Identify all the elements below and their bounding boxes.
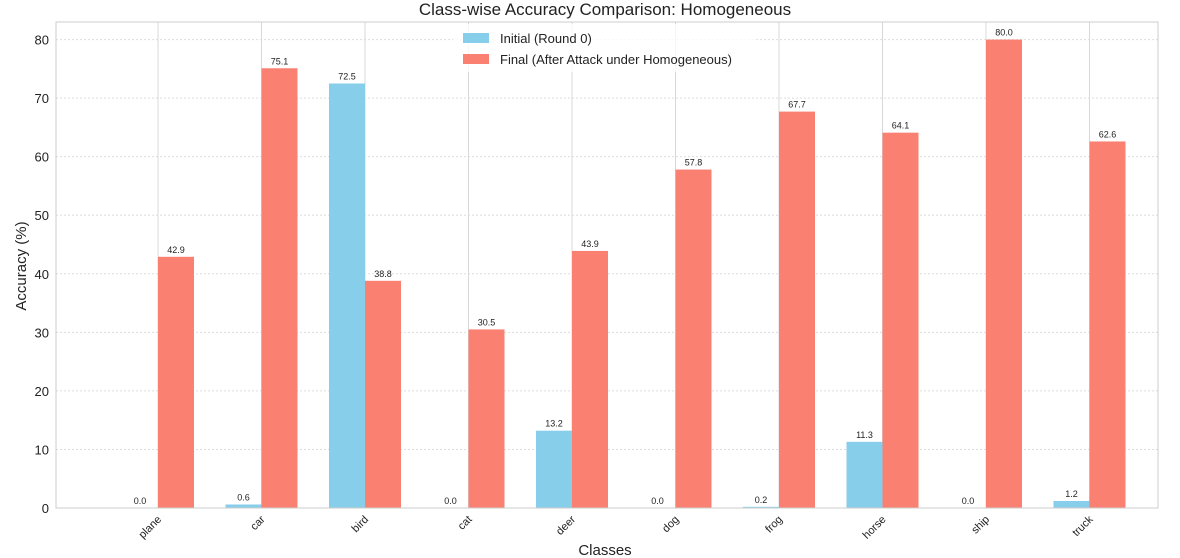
bar-final-frog (779, 111, 815, 508)
y-tick-label: 30 (35, 325, 49, 340)
bars-layer (158, 39, 1126, 509)
x-tick-label: frog (763, 514, 785, 536)
legend-label-final: Final (After Attack under Homogeneous) (500, 52, 732, 67)
bar-initial-car (225, 504, 262, 508)
legend-swatch-initial (463, 33, 489, 43)
y-tick-label: 60 (35, 150, 49, 165)
bar-initial-bird (329, 83, 365, 508)
bar-final-plane (158, 256, 194, 508)
data-label: 0.0 (651, 496, 664, 506)
y-tick-label: 10 (35, 442, 49, 457)
x-tick-label: deer (554, 513, 578, 537)
bar-final-ship (986, 39, 1022, 509)
x-axis-label: Classes (578, 542, 631, 558)
legend: Initial (Round 0) Final (After Attack un… (453, 24, 755, 72)
bar-initial-truck (1053, 500, 1090, 508)
x-tick-label: bird (350, 514, 371, 535)
data-label: 0.0 (444, 496, 457, 506)
legend-label-initial: Initial (Round 0) (500, 31, 592, 46)
data-label: 80.0 (995, 28, 1013, 38)
chart-title: Class-wise Accuracy Comparison: Homogene… (419, 0, 791, 19)
y-axis-label: Accuracy (%) (13, 221, 30, 310)
x-tick-label: truck (1070, 513, 1096, 539)
x-tick-label: dog (660, 514, 681, 535)
bar-initial-deer (536, 430, 572, 508)
y-tick-label: 80 (35, 33, 49, 48)
legend-background (453, 24, 755, 72)
data-label: 13.2 (545, 419, 563, 429)
data-label: 64.1 (892, 121, 910, 131)
data-label: 75.1 (271, 56, 289, 66)
bar-initial-frog (743, 506, 779, 508)
y-tick-label: 20 (35, 384, 49, 399)
x-tick-label: horse (861, 514, 889, 542)
y-tick-label: 50 (35, 208, 49, 223)
data-label: 11.3 (856, 430, 873, 440)
x-tick-label: cat (456, 514, 475, 533)
data-labels-layer: 0.0 0.6 72.5 0.0 13.2 0.0 0.2 11.3 0.0 1.2 42.9 75.… (134, 28, 1117, 506)
data-label: 1.2 (1065, 489, 1078, 499)
bar-final-bird (365, 280, 401, 508)
x-tick-label: ship (969, 514, 992, 537)
y-tick-label: 0 (42, 501, 49, 516)
bar-initial-horse (846, 441, 883, 508)
x-tick-label: plane (137, 514, 165, 542)
data-label: 30.5 (478, 317, 496, 327)
data-label: 72.5 (338, 71, 356, 81)
data-label: 62.6 (1099, 129, 1117, 139)
data-label: 57.8 (685, 158, 703, 168)
x-tick-label: car (248, 513, 268, 533)
legend-swatch-final (463, 54, 489, 64)
data-label: 0.2 (755, 495, 768, 505)
data-label: 0.0 (134, 496, 147, 506)
bar-final-cat (468, 329, 505, 508)
data-label: 0.6 (237, 492, 250, 502)
data-label: 0.0 (962, 496, 975, 506)
bar-final-dog (675, 169, 712, 508)
data-label: 38.8 (374, 269, 392, 279)
data-label: 67.7 (788, 100, 806, 110)
bar-final-horse (882, 132, 919, 508)
bar-final-truck (1089, 141, 1126, 508)
data-label: 42.9 (167, 245, 185, 255)
bar-final-car (261, 68, 298, 509)
y-tick-label: 70 (35, 91, 49, 106)
bar-final-deer (572, 250, 608, 508)
data-label: 43.9 (581, 239, 599, 249)
y-tick-label: 40 (35, 267, 49, 282)
plot-frame (55, 21, 1159, 509)
